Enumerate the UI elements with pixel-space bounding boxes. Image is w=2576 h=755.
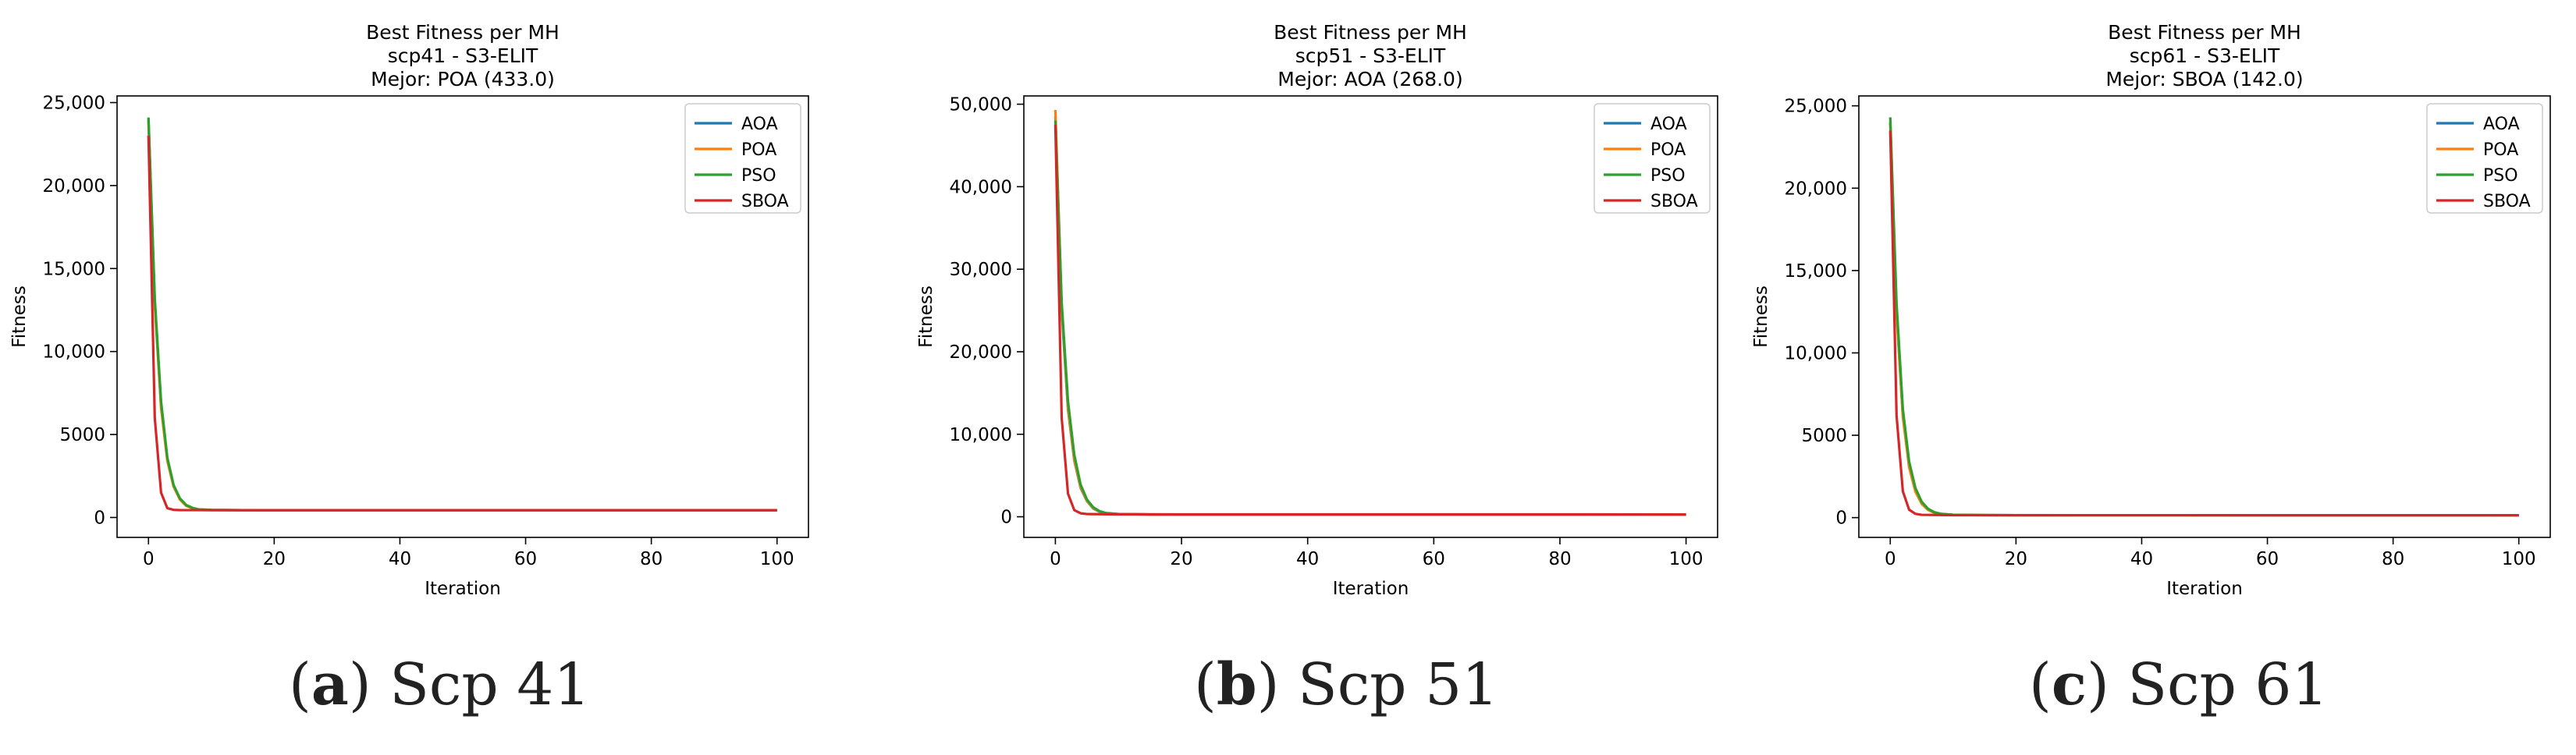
chart1-legend — [684, 103, 801, 214]
chart3-xlabel: Iteration — [2166, 579, 2243, 599]
chart2-xtick-label: 60 — [1423, 549, 1445, 569]
chart1-xtick-label: 80 — [640, 549, 663, 569]
chart1-xlabel: Iteration — [425, 579, 501, 599]
chart2-legend-label-aoa: AOA — [1650, 115, 1687, 134]
chart2-series-pso — [1053, 120, 1686, 516]
chart1-xtick-label: 0 — [143, 549, 155, 569]
chart2-series-aoa — [1053, 116, 1686, 516]
chart2-ytick-label: 40,000 — [950, 177, 1012, 197]
chart2-ytick-label: 0 — [1000, 508, 1012, 528]
chart3-legend-label-aoa: AOA — [2483, 115, 2520, 134]
chart3-legend-label-poa: POA — [2483, 140, 2518, 160]
caption-b-text: Scp 51 — [1298, 651, 1499, 718]
chart3-legend-label-pso: PSO — [2483, 166, 2518, 186]
chart3-ytick-label: 25,000 — [1785, 97, 1847, 117]
chart1-xtick-label: 60 — [514, 549, 537, 569]
chart3-legend — [2426, 103, 2543, 214]
chart2-subtitle: scp51 - S3-ELIT — [1295, 44, 1446, 67]
caption-c-letter: c — [2051, 651, 2087, 718]
chart1-title: Best Fitness per MH — [366, 21, 560, 44]
chart2-legend-label-pso: PSO — [1650, 166, 1686, 186]
chart3-series-sboa — [1888, 130, 2519, 517]
chart3-ytick-label: 10,000 — [1785, 343, 1847, 363]
chart1-axes-frame — [116, 95, 809, 538]
chart3-ytick-label: 15,000 — [1785, 261, 1847, 282]
chart3-series-pso — [1888, 117, 2519, 517]
caption-a-letter: a — [311, 651, 349, 718]
chart2-xtick-label: 40 — [1296, 549, 1319, 569]
chart1-xtick-label: 100 — [760, 549, 794, 569]
chart2-xtick-label: 20 — [1170, 549, 1192, 569]
chart3-xtick-label: 60 — [2256, 549, 2279, 569]
chart3-xtick-label: 0 — [1885, 549, 1896, 569]
chart1-ytick-label: 5000 — [59, 425, 105, 445]
chart1-legend-label-poa: POA — [741, 140, 776, 160]
chart3-best-label: Mejor: SBOA (142.0) — [2105, 68, 2303, 90]
chart1-subtitle: scp41 - S3-ELIT — [388, 44, 538, 67]
chart2-ytick-label: 10,000 — [950, 425, 1012, 445]
chart3-legend-label-sboa: SBOA — [2483, 192, 2531, 211]
chart1-legend-label-aoa: AOA — [741, 115, 778, 134]
chart1-series-poa — [147, 122, 777, 512]
chart1-ytick-label: 10,000 — [43, 342, 105, 363]
chart1-xtick-label: 40 — [389, 549, 411, 569]
caption-c: (c) Scp 61 — [2029, 651, 2329, 718]
caption-c-text: Scp 61 — [2127, 651, 2329, 718]
chart3-ytick-label: 5000 — [1801, 426, 1847, 446]
chart3-ytick-label: 0 — [1835, 509, 1847, 529]
chart2-ylabel: Fitness — [916, 285, 936, 348]
chart1-plot-area — [147, 117, 777, 512]
caption-a-text: Scp 41 — [389, 651, 591, 718]
chart2-legend — [1594, 103, 1711, 214]
chart1-legend-label-sboa: SBOA — [741, 192, 789, 211]
chart3-title: Best Fitness per MH — [2108, 21, 2301, 44]
chart3-ylabel: Fitness — [1751, 285, 1771, 348]
chart2-plot-area — [1053, 109, 1686, 516]
chart2-series-poa — [1053, 109, 1686, 516]
chart3-xtick-label: 40 — [2130, 549, 2153, 569]
chart2-legend-label-poa: POA — [1650, 140, 1686, 160]
chart2-series-sboa — [1053, 124, 1686, 516]
chart2-axes-frame — [1023, 95, 1718, 538]
chart2-ytick-label: 30,000 — [950, 260, 1012, 280]
caption-b: (b) Scp 51 — [1194, 651, 1499, 718]
chart2-best-label: Mejor: AOA (268.0) — [1277, 68, 1462, 90]
chart1-best-label: Mejor: POA (433.0) — [371, 68, 555, 90]
chart2-xtick-label: 80 — [1548, 549, 1571, 569]
caption-a: (a) Scp 41 — [289, 651, 591, 718]
chart2-ytick-label: 50,000 — [950, 95, 1012, 115]
chart1-xtick-label: 20 — [263, 549, 286, 569]
chart1-ytick-label: 25,000 — [43, 94, 105, 114]
chart3-series-poa — [1888, 123, 2519, 517]
chart1-ytick-label: 20,000 — [43, 176, 105, 197]
chart3-plot-area — [1888, 117, 2519, 517]
chart3-ytick-label: 20,000 — [1785, 179, 1847, 199]
chart1-legend-label-pso: PSO — [741, 166, 776, 186]
chart3-subtitle: scp61 - S3-ELIT — [2130, 44, 2280, 67]
chart1-series-aoa — [147, 119, 777, 512]
chart3-axes-frame — [1858, 95, 2551, 538]
chart3-series-aoa — [1888, 122, 2519, 517]
chart1-ytick-label: 15,000 — [43, 259, 105, 279]
chart1-series-sboa — [147, 136, 777, 512]
caption-b-letter: b — [1216, 651, 1257, 718]
chart3-xtick-label: 100 — [2502, 549, 2536, 569]
chart2-xtick-label: 100 — [1669, 549, 1704, 569]
chart3-xtick-label: 80 — [2382, 549, 2404, 569]
chart2-xtick-label: 0 — [1050, 549, 1061, 569]
chart2-xlabel: Iteration — [1333, 579, 1409, 599]
chart2-title: Best Fitness per MH — [1274, 21, 1467, 44]
chart2-ytick-label: 20,000 — [950, 342, 1012, 363]
chart1-ylabel: Fitness — [9, 285, 30, 348]
chart3-xtick-label: 20 — [2005, 549, 2027, 569]
chart1-ytick-label: 0 — [94, 508, 105, 528]
chart2-legend-label-sboa: SBOA — [1650, 192, 1698, 211]
chart1-series-pso — [147, 117, 777, 512]
